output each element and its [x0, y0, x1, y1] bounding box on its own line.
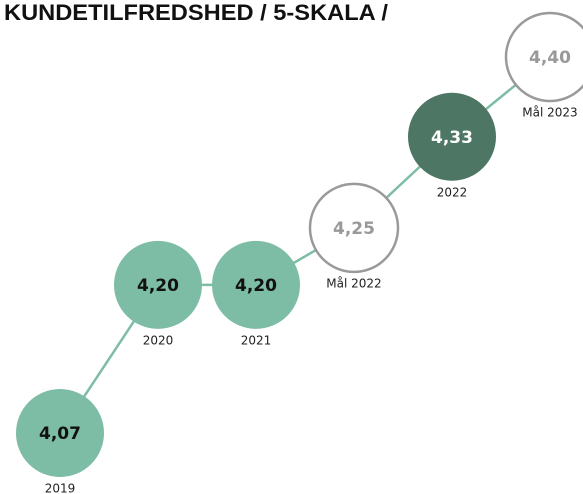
value-label: 4,20	[137, 276, 179, 296]
category-label: 2020	[143, 333, 174, 347]
value-bubble	[114, 240, 202, 329]
category-label: Mål 2023	[522, 106, 577, 120]
value-label: 4,25	[333, 219, 375, 239]
value-label: 4,40	[529, 48, 571, 68]
value-bubble	[16, 389, 104, 477]
value-bubble	[504, 11, 583, 103]
value-bubble	[308, 182, 400, 274]
category-label: 2019	[45, 482, 76, 494]
value-label: 4,33	[431, 128, 473, 148]
chart-title: KUNDETILFREDSHED / 5-SKALA /	[4, 0, 388, 25]
value-label: 4,07	[39, 424, 81, 444]
category-label: 2021	[241, 333, 272, 347]
category-label: Mål 2022	[326, 276, 381, 290]
value-bubble	[212, 240, 300, 329]
value-label: 4,20	[235, 276, 277, 296]
category-label: 2022	[437, 185, 468, 199]
value-bubble	[408, 92, 496, 181]
